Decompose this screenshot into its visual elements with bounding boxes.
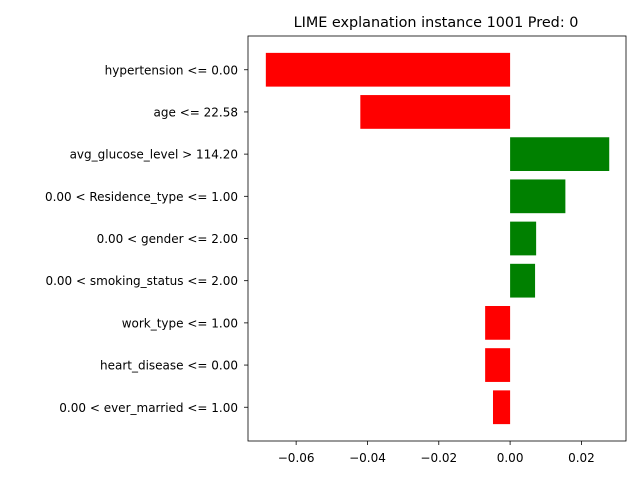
bar-5 xyxy=(510,263,536,298)
bar-2 xyxy=(510,137,610,171)
x-ticks: −0.06 −0.04 −0.02 0.00 0.02 xyxy=(278,441,595,465)
chart-title: LIME explanation instance 1001 Pred: 0 xyxy=(294,15,579,31)
y-tick-label: heart_disease <= 0.00 xyxy=(100,359,238,373)
axes-frame xyxy=(247,35,627,442)
y-tick-label: 0.00 < gender <= 2.00 xyxy=(97,232,238,246)
y-tick-label: 0.00 < smoking_status <= 2.00 xyxy=(45,274,238,288)
bar-1 xyxy=(360,95,511,129)
x-tick-label: 0.02 xyxy=(568,451,595,465)
y-tick-label: hypertension <= 0.00 xyxy=(105,63,238,77)
bar-0 xyxy=(265,52,511,87)
bars-group xyxy=(265,52,610,425)
bar-6 xyxy=(485,306,511,340)
y-tick-label: age <= 22.58 xyxy=(154,105,238,119)
bar-4 xyxy=(510,221,537,256)
bar-3 xyxy=(510,179,566,214)
y-tick-label: avg_glucose_level > 114.20 xyxy=(70,148,238,162)
bar-8 xyxy=(492,390,511,425)
x-tick-label: −0.06 xyxy=(278,451,315,465)
y-tick-label: 0.00 < Residence_type <= 1.00 xyxy=(45,190,238,204)
bar-7 xyxy=(485,348,511,382)
x-tick-label: −0.02 xyxy=(420,451,457,465)
y-tick-label: work_type <= 1.00 xyxy=(122,316,238,330)
x-tick-label: −0.04 xyxy=(349,451,386,465)
y-tick-labels: hypertension <= 0.00 age <= 22.58 avg_gluc… xyxy=(45,63,248,415)
y-tick-label: 0.00 < ever_married <= 1.00 xyxy=(59,401,238,415)
x-tick-label: 0.00 xyxy=(497,451,524,465)
